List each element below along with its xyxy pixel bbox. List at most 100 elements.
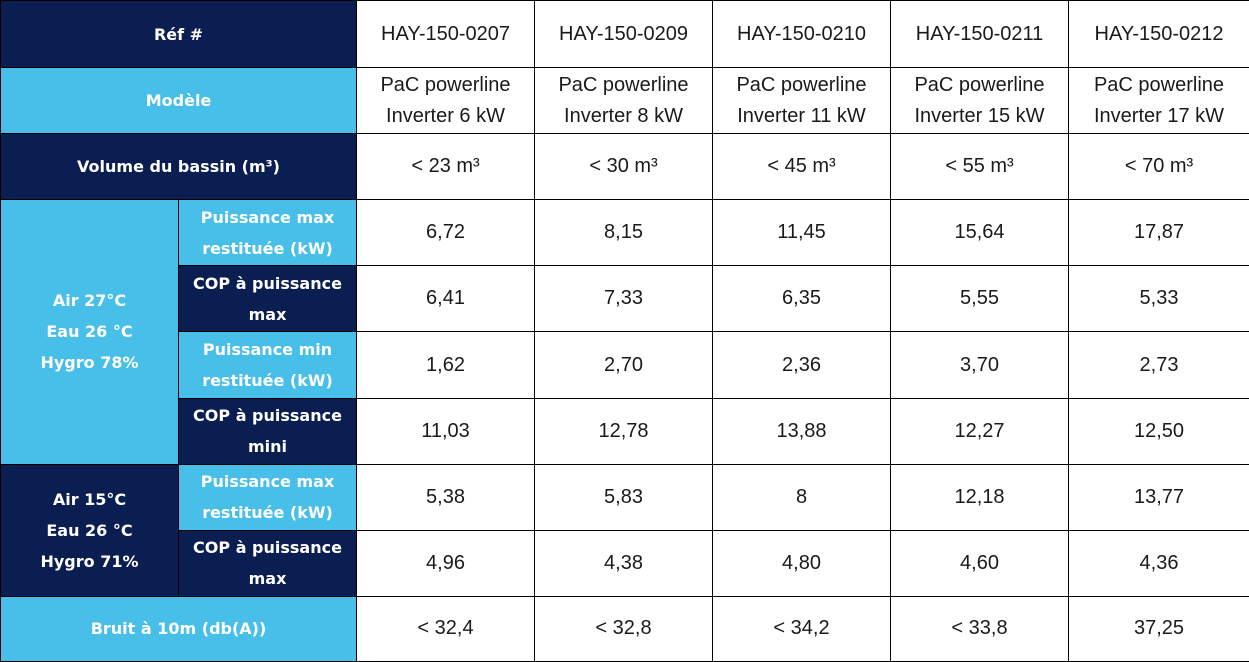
header-modele: Modèle xyxy=(0,67,358,135)
cell-value: 7,33 xyxy=(534,265,714,333)
cell-ref: HAY-150-0212 xyxy=(1068,0,1249,69)
cell-value: 6,35 xyxy=(712,265,892,333)
cell-value: 17,87 xyxy=(1068,199,1249,267)
label-line: restituée (kW) xyxy=(202,238,333,258)
cell-volume: < 23 m³ xyxy=(356,133,536,201)
condition-line: Hygro 71% xyxy=(40,551,139,571)
modele-line: Inverter 17 kW xyxy=(1093,104,1225,127)
label-line: Puissance max xyxy=(200,472,335,492)
cell-value: 15,64 xyxy=(890,199,1070,267)
cell-value: 8,15 xyxy=(534,199,714,267)
cell-ref: HAY-150-0211 xyxy=(890,0,1070,69)
cell-value: 5,33 xyxy=(1068,265,1249,333)
cell-value: 12,18 xyxy=(890,463,1070,531)
cell-modele: PaC powerline Inverter 6 kW xyxy=(356,67,536,135)
condition-line: Hygro 78% xyxy=(40,353,139,373)
cell-value: 4,80 xyxy=(712,529,892,597)
modele-line: PaC powerline xyxy=(736,73,867,96)
row-a-puissance-min: Puissance min restituée (kW) 1,62 2,70 2,… xyxy=(1,331,1249,399)
cell-value: 8 xyxy=(712,463,892,531)
modele-line: Inverter 8 kW xyxy=(564,104,683,127)
modele-line: PaC powerline xyxy=(914,73,1045,96)
header-cop-max: COP à puissance max xyxy=(177,265,358,333)
cell-value: 12,78 xyxy=(534,397,714,465)
header-bruit: Bruit à 10m (db(A)) xyxy=(0,595,358,662)
row-modele: Modèle PaC powerline Inverter 6 kW PaC po… xyxy=(0,67,1249,135)
modele-line: Inverter 15 kW xyxy=(914,104,1045,127)
cell-value: 1,62 xyxy=(356,331,536,399)
cell-value: 13,77 xyxy=(1068,463,1249,531)
cell-modele: PaC powerline Inverter 8 kW xyxy=(534,67,714,135)
cell-value: 11,45 xyxy=(712,199,892,267)
cell-ref: HAY-150-0210 xyxy=(712,0,892,69)
label-line: COP à puissance xyxy=(193,273,342,293)
cell-value: 11,03 xyxy=(356,397,536,465)
cell-value: 2,36 xyxy=(712,331,892,399)
header-volume: Volume du bassin (m³) xyxy=(0,133,358,201)
label-line: mini xyxy=(247,437,288,457)
modele-line: Inverter 11 kW xyxy=(737,104,866,127)
cell-value: 4,60 xyxy=(890,529,1070,597)
label-line: COP à puissance xyxy=(193,538,342,558)
label-line: Puissance min xyxy=(202,340,333,360)
row-b-puissance-max: Air 15°C Eau 26 °C Hygro 71% Puissance max… xyxy=(0,463,1249,597)
cell-volume: < 45 m³ xyxy=(712,133,892,201)
cell-value: 5,83 xyxy=(534,463,714,531)
header-ref: Réf # xyxy=(0,0,358,69)
row-a-cop-mini: COP à puissance mini 11,03 12,78 13,88 12… xyxy=(1,397,1249,465)
group-a-conditions: Air 27°C Eau 26 °C Hygro 78% xyxy=(0,199,179,465)
condition-line: Eau 26 °C xyxy=(46,322,133,342)
label-line: Puissance max xyxy=(200,207,335,227)
cell-value: 2,70 xyxy=(534,331,714,399)
cell-volume: < 55 m³ xyxy=(890,133,1070,201)
cell-value: 4,38 xyxy=(534,529,714,597)
row-bruit: Bruit à 10m (db(A)) < 32,4 < 32,8 < 34,2… xyxy=(0,595,1249,662)
cell-value: 5,55 xyxy=(890,265,1070,333)
row-volume: Volume du bassin (m³) < 23 m³ < 30 m³ < … xyxy=(0,133,1249,201)
cell-value: 2,73 xyxy=(1068,331,1249,399)
cell-value: 12,27 xyxy=(890,397,1070,465)
cell-value: 6,72 xyxy=(356,199,536,267)
label-line: restituée (kW) xyxy=(202,371,333,391)
label-line: max xyxy=(248,569,287,589)
header-cop-mini: COP à puissance mini xyxy=(177,397,358,465)
cell-modele: PaC powerline Inverter 11 kW xyxy=(712,67,892,135)
header-puissance-max: Puissance max restituée (kW) xyxy=(177,463,358,531)
condition-line: Eau 26 °C xyxy=(46,520,133,540)
cell-value: 12,50 xyxy=(1068,397,1249,465)
cell-modele: PaC powerline Inverter 15 kW xyxy=(890,67,1070,135)
cell-volume: < 30 m³ xyxy=(534,133,714,201)
row-a-cop-max: COP à puissance max 6,41 7,33 6,35 5,55 5… xyxy=(1,265,1249,333)
modele-line: Inverter 6 kW xyxy=(386,104,505,127)
label-line: restituée (kW) xyxy=(202,503,333,523)
row-ref: Réf # HAY-150-0207 HAY-150-0209 HAY-150-… xyxy=(0,0,1249,69)
cell-bruit: 37,25 xyxy=(1068,595,1249,662)
group-b-conditions: Air 15°C Eau 26 °C Hygro 71% xyxy=(0,463,179,597)
header-puissance-max: Puissance max restituée (kW) xyxy=(177,199,358,267)
modele-line: PaC powerline xyxy=(380,73,511,96)
header-puissance-min: Puissance min restituée (kW) xyxy=(177,331,358,399)
label-line: max xyxy=(248,304,287,324)
cell-volume: < 70 m³ xyxy=(1068,133,1249,201)
cell-modele: PaC powerline Inverter 17 kW xyxy=(1068,67,1249,135)
modele-line: PaC powerline xyxy=(558,73,689,96)
row-b-cop-max: COP à puissance max 4,96 4,38 4,80 4,60 4… xyxy=(1,529,1249,597)
cell-value: 6,41 xyxy=(356,265,536,333)
header-cop-max: COP à puissance max xyxy=(177,529,358,597)
cell-ref: HAY-150-0209 xyxy=(534,0,714,69)
cell-bruit: < 33,8 xyxy=(890,595,1070,662)
modele-line: PaC powerline xyxy=(1093,73,1225,96)
cell-bruit: < 32,8 xyxy=(534,595,714,662)
row-a-puissance-max: Air 27°C Eau 26 °C Hygro 78% Puissance max… xyxy=(0,199,1249,465)
cell-bruit: < 34,2 xyxy=(712,595,892,662)
condition-line: Air 15°C xyxy=(52,489,127,509)
label-line: COP à puissance xyxy=(193,406,342,426)
cell-value: 13,88 xyxy=(712,397,892,465)
cell-value: 3,70 xyxy=(890,331,1070,399)
cell-value: 4,96 xyxy=(356,529,536,597)
cell-ref: HAY-150-0207 xyxy=(356,0,536,69)
cell-value: 5,38 xyxy=(356,463,536,531)
cell-value: 4,36 xyxy=(1068,529,1249,597)
condition-line: Air 27°C xyxy=(52,291,127,311)
